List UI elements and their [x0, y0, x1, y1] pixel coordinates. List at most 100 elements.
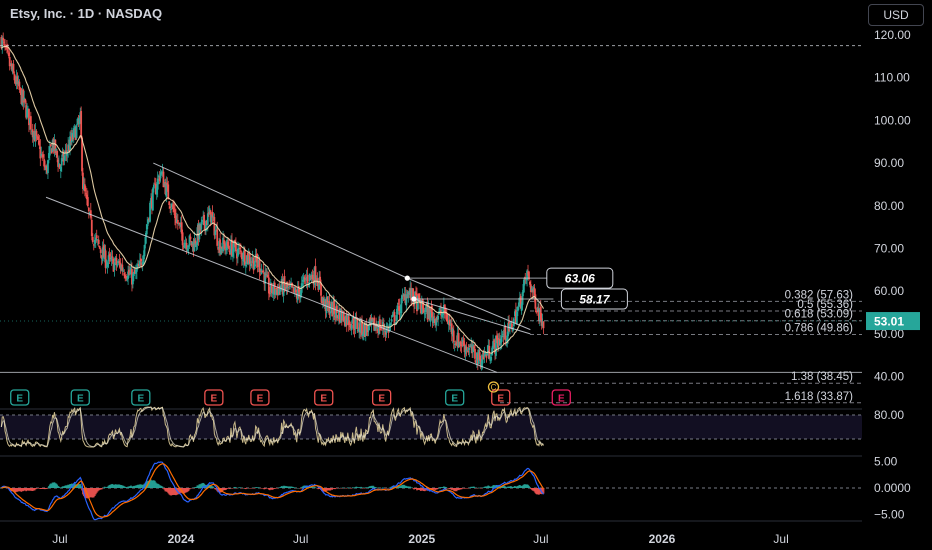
candle-body [358, 322, 361, 332]
macd-histogram-bar [463, 488, 466, 489]
price-label-box [546, 267, 614, 289]
candle-body [506, 335, 509, 342]
macd-histogram-bar [276, 488, 279, 489]
candle-body [490, 356, 493, 361]
macd-histogram-bar [527, 484, 529, 488]
macd-histogram-bar [475, 487, 478, 489]
macd-histogram-bar [367, 486, 370, 488]
candle-body [9, 63, 12, 65]
macd-histogram-bar [240, 488, 243, 489]
macd-histogram-bar [132, 486, 134, 488]
candle-body [50, 148, 53, 154]
macd-histogram-bar [326, 488, 329, 491]
candle-body [331, 302, 334, 317]
earnings-marker [371, 389, 392, 406]
candle-body [63, 155, 66, 161]
macd-histogram-bar [17, 488, 20, 492]
macd-histogram-bar [442, 487, 444, 488]
macd-histogram-bar [104, 487, 107, 488]
macd-histogram-bar [362, 487, 365, 488]
macd-histogram-bar [63, 486, 66, 488]
candle-body [526, 270, 528, 281]
candle-body [224, 243, 226, 251]
macd-histogram-bar [235, 488, 238, 489]
macd-histogram-bar [478, 487, 481, 489]
candle-body [509, 323, 511, 329]
candle-body [130, 268, 132, 275]
macd-histogram-bar [145, 481, 148, 488]
macd-histogram-bar [102, 487, 105, 489]
macd-histogram-bar [106, 486, 109, 488]
candle-body [187, 246, 190, 248]
macd-histogram-bar [15, 488, 18, 492]
macd-histogram-bar [251, 487, 254, 489]
macd-histogram-bar [371, 485, 374, 488]
candle-body [480, 361, 483, 368]
candle-body [368, 319, 371, 323]
candle-body [479, 359, 482, 368]
candle-body [151, 188, 154, 211]
macd-histogram-bar [115, 484, 118, 488]
candle-body [419, 303, 422, 314]
macd-histogram-bar [142, 484, 145, 488]
candle-body [353, 326, 356, 331]
candle-body [280, 279, 283, 289]
macd-histogram-bar [489, 486, 492, 488]
macd-histogram-bar [407, 486, 410, 488]
macd-histogram-bar [528, 487, 531, 488]
macd-histogram-bar [37, 488, 40, 489]
candle-body [472, 344, 475, 353]
candle-body [267, 275, 269, 278]
macd-histogram-bar [103, 486, 106, 488]
candle-body [447, 321, 450, 326]
currency-button[interactable]: USD [868, 4, 924, 26]
candle-body [320, 283, 322, 296]
macd-histogram-bar [109, 484, 112, 488]
candle-body [302, 276, 305, 282]
candle-body [387, 326, 390, 333]
candle-body [520, 303, 523, 311]
macd-histogram-bar [403, 484, 406, 488]
macd-histogram-bar [172, 488, 174, 495]
candle-body [125, 276, 128, 279]
candle-body [255, 254, 258, 262]
candle-body [431, 311, 434, 321]
candle-body [146, 224, 149, 230]
macd-histogram-bar [474, 487, 476, 488]
macd-histogram-bar [90, 488, 93, 498]
candle-body [119, 262, 122, 269]
macd-histogram-bar [72, 483, 75, 488]
macd-histogram-bar [123, 486, 126, 488]
macd-histogram-bar [440, 487, 442, 488]
candle-body [362, 334, 364, 337]
macd-histogram-bar [135, 485, 138, 488]
stochastic-tick-label: 80.00 [874, 408, 904, 422]
candle-body [197, 225, 200, 241]
candle-body [327, 302, 330, 306]
candle-body [528, 271, 530, 280]
macd-histogram-bar [528, 485, 530, 488]
candle-body [399, 311, 402, 313]
candle-body [184, 242, 187, 244]
candle-body [277, 287, 280, 296]
macd-histogram-bar [329, 488, 332, 491]
macd-histogram-bar [160, 486, 163, 488]
earnings-marker [131, 389, 151, 406]
macd-histogram-bar [344, 487, 347, 489]
macd-histogram-bar [520, 486, 523, 488]
macd-histogram-bar [211, 486, 214, 488]
macd-histogram-bar [188, 488, 191, 490]
macd-histogram-bar [399, 486, 402, 488]
macd-histogram-bar [24, 488, 27, 491]
y-axis-tick-label: 110.00 [874, 71, 910, 85]
macd-histogram-bar [337, 487, 340, 489]
candle-body [417, 293, 420, 299]
macd-histogram-bar [510, 486, 512, 488]
candle-body [435, 318, 438, 326]
candle-body [203, 214, 206, 226]
macd-histogram-bar [541, 488, 544, 494]
macd-histogram-bar [27, 488, 29, 491]
candle-body [510, 321, 512, 324]
earnings-marker-label: E [257, 394, 264, 405]
